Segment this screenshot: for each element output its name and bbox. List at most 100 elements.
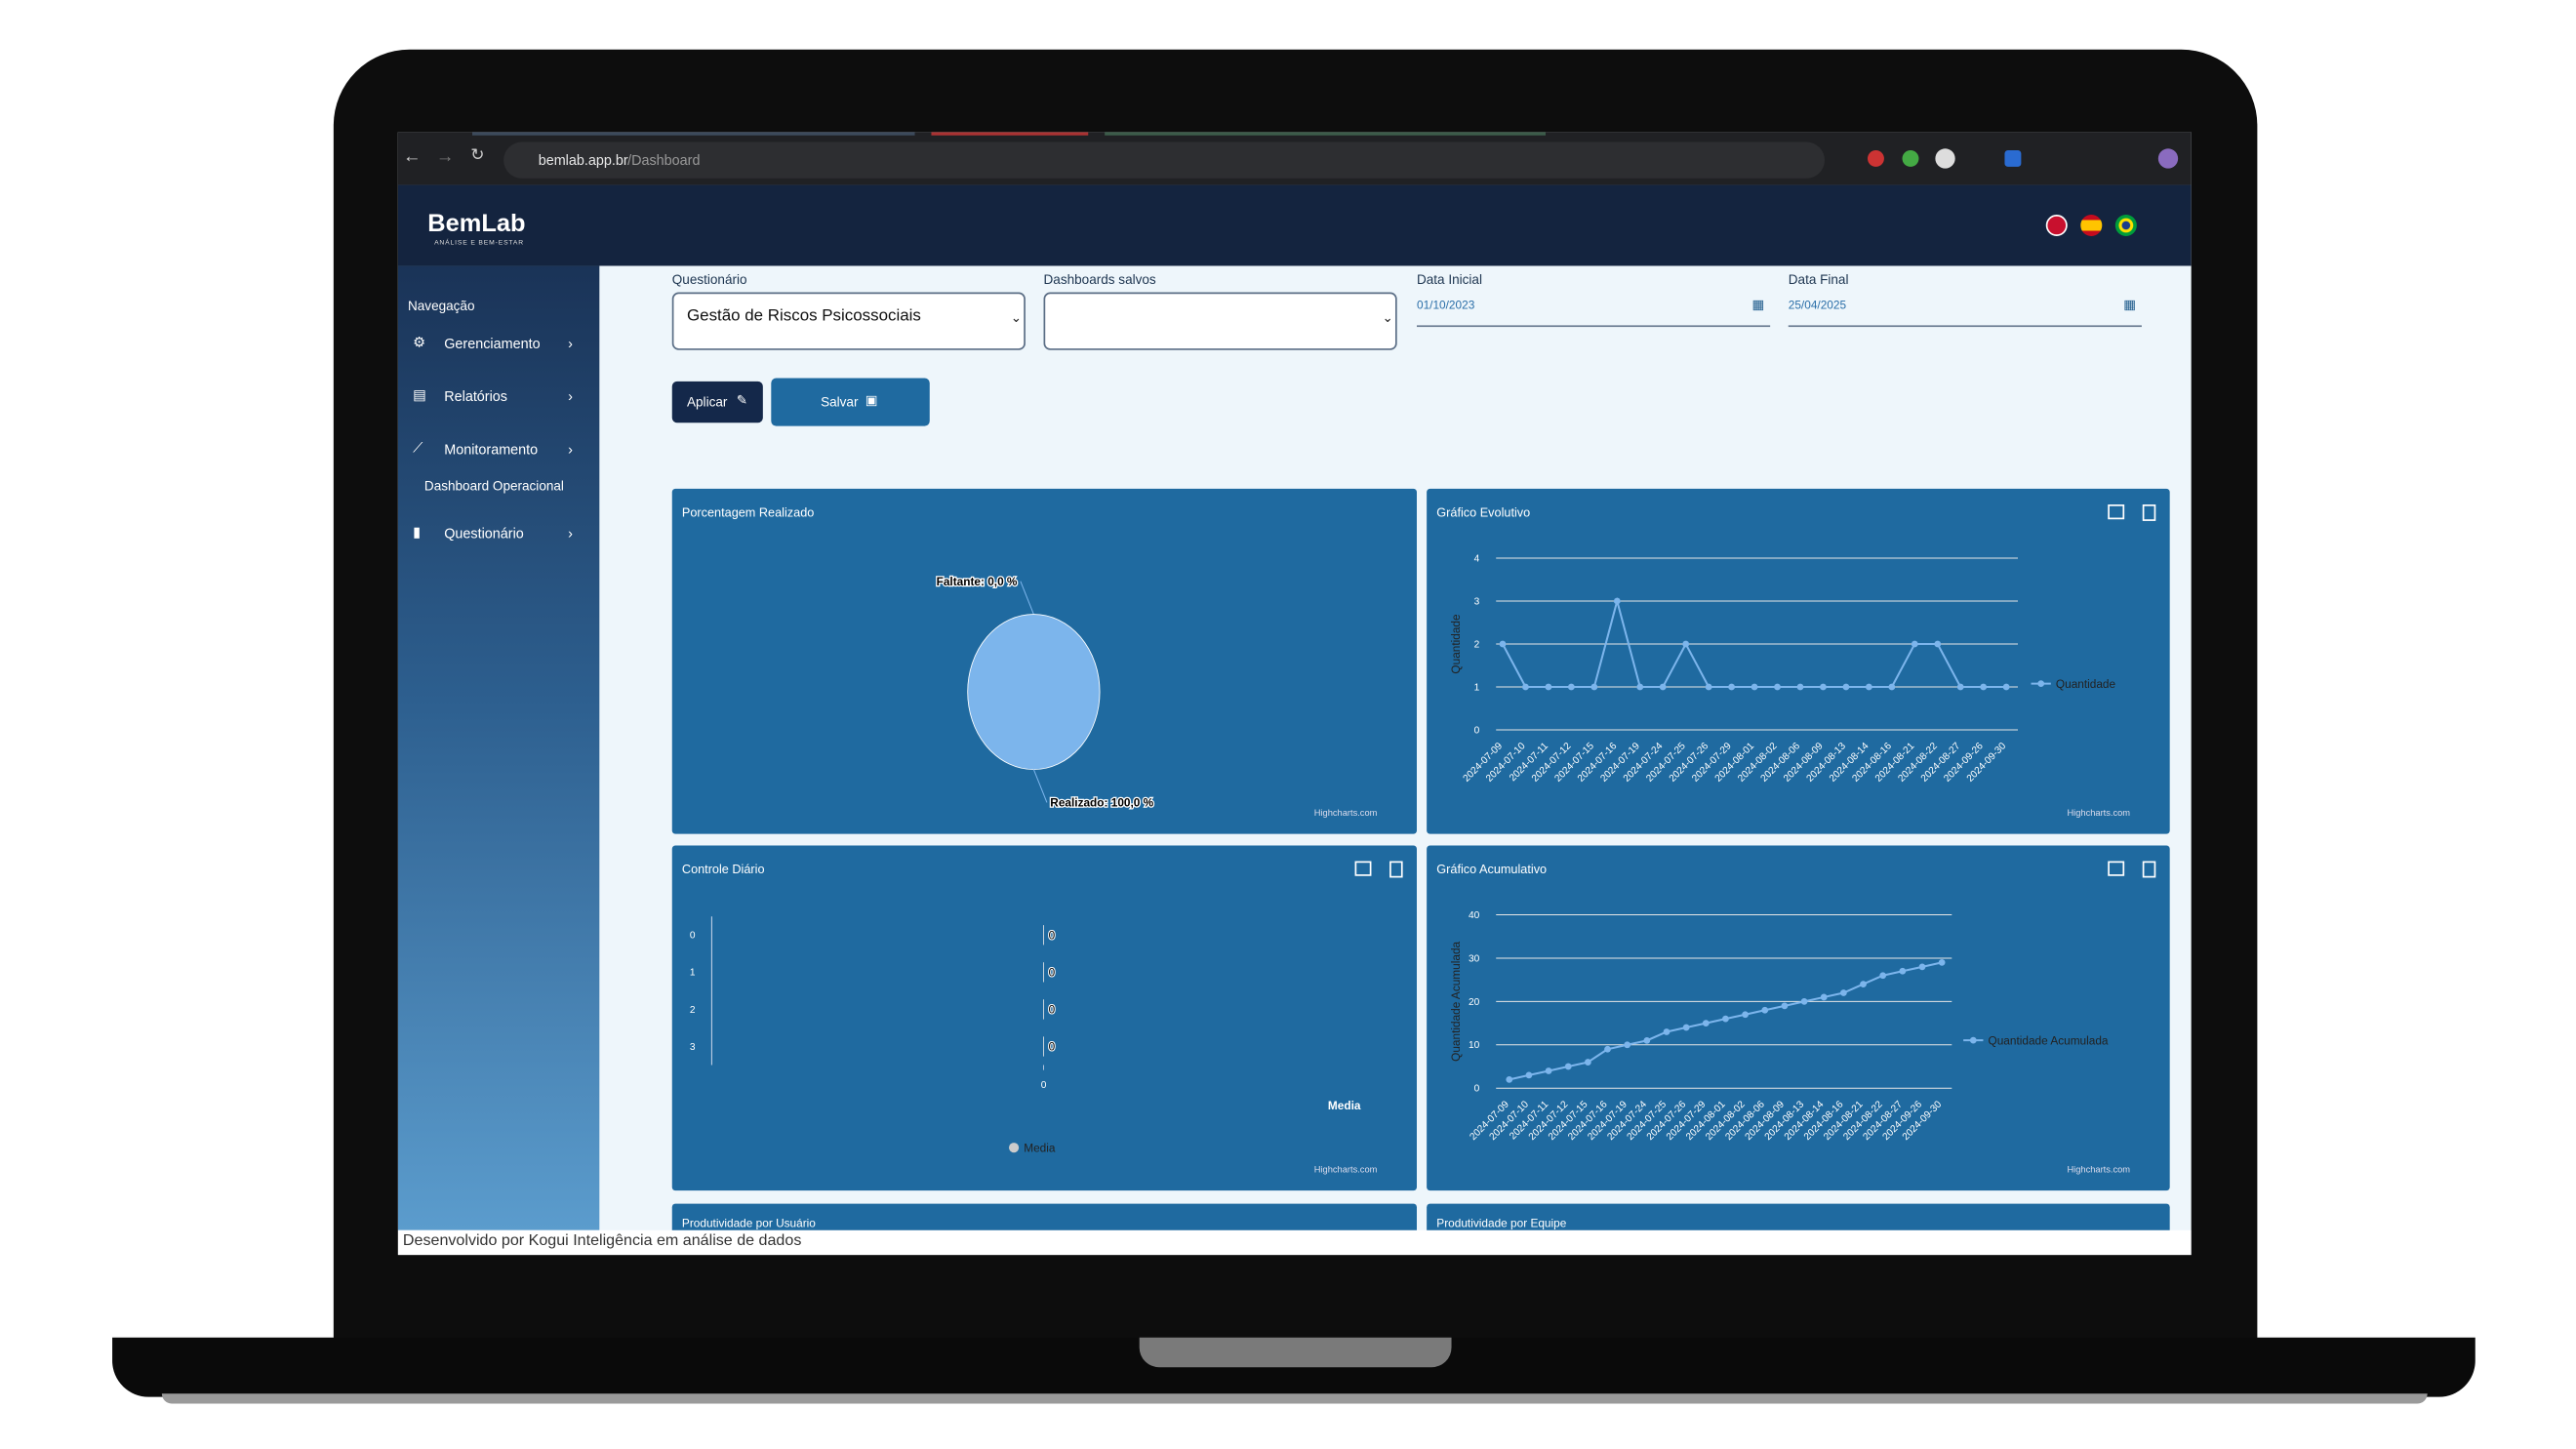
data-point: [1800, 997, 1808, 1005]
laptop-notch: [1139, 1337, 1452, 1368]
y-tick-label: 2: [690, 1005, 696, 1016]
label-connector: [1032, 769, 1048, 803]
profile-icon[interactable]: [2157, 148, 2179, 169]
data-point: [1522, 683, 1529, 691]
chart-credit: Highcharts.com: [2067, 808, 2130, 818]
questionario-select[interactable]: Gestão de Riscos Psicossociais ⌄: [671, 292, 1026, 350]
data-point: [1499, 640, 1507, 648]
logo[interactable]: BemLab: [427, 209, 526, 238]
data-point: [1842, 683, 1850, 691]
legend-symbol: [2037, 680, 2045, 687]
export-button[interactable]: [2142, 861, 2156, 878]
data-point: [1899, 967, 1907, 975]
data-point: [1956, 683, 1964, 691]
nav-item[interactable]: Questionário: [444, 525, 524, 543]
date-input[interactable]: 01/10/2023 ▦: [1416, 293, 1771, 328]
y-tick-label: 2: [1474, 639, 1480, 650]
button-label: Salvar: [821, 394, 859, 410]
export-button[interactable]: [2142, 503, 2156, 521]
calendar-icon[interactable]: ▦: [2123, 297, 2137, 312]
apply-button[interactable]: Aplicar ✎: [671, 381, 763, 423]
y-tick-label: 3: [1474, 596, 1480, 607]
date-input[interactable]: 25/04/2025 ▦: [1788, 293, 2142, 328]
legend-symbol: [1008, 1143, 1020, 1153]
data-point: [1545, 1067, 1552, 1074]
legend-label[interactable]: Media: [1024, 1141, 1056, 1154]
sidebar: Navegação ⚙ Gerenciamento › ▤ Relatórios…: [397, 265, 600, 1230]
tab-strip: [931, 132, 1089, 136]
y-tick-label: 0: [1474, 725, 1480, 736]
nav-subitem[interactable]: Dashboard Operacional: [423, 478, 564, 494]
chart-title: Porcentagem Realizado: [682, 506, 814, 520]
field-label: Dashboards salvos: [1043, 272, 1156, 288]
calendar-icon[interactable]: ▦: [1751, 297, 1765, 312]
data-point: [1682, 640, 1690, 648]
data-label: Realizado: 100,0 %: [1050, 796, 1153, 810]
flag-en[interactable]: [2045, 214, 2068, 236]
chart: Controle Diário Highcharts.com 0 1 2 3 0 Media 0…: [682, 861, 1403, 1175]
nav-icon: ⚙: [413, 333, 425, 350]
data-point: [1781, 1002, 1789, 1010]
nav-chevron[interactable]: ›: [568, 525, 573, 543]
data-point: [1774, 683, 1781, 691]
data-point: [1938, 959, 1946, 966]
address-bar[interactable]: bemlab.app.br /Dashboard: [503, 141, 1825, 179]
extension-icon[interactable]: [1935, 148, 1955, 169]
laptop-shadow: [161, 1393, 2428, 1404]
nav-chevron[interactable]: ›: [568, 335, 573, 352]
nav-item[interactable]: Monitoramento: [444, 440, 539, 458]
data-label: 0: [1049, 1040, 1056, 1054]
data-point: [1564, 1063, 1572, 1070]
chart-card: Gráfico Evolutivo Highcharts.com 0 1 2 3 4 Quan…: [1427, 488, 2170, 834]
flag-es[interactable]: [2080, 214, 2103, 236]
data-point: [1796, 683, 1804, 691]
data-point: [1624, 1041, 1631, 1049]
data-point: [1643, 1036, 1651, 1044]
data-point: [1820, 683, 1827, 691]
nav-chevron[interactable]: ›: [568, 440, 573, 458]
nav-item[interactable]: Gerenciamento: [444, 335, 541, 352]
extension-icon[interactable]: [2004, 149, 2022, 167]
legend-label[interactable]: Quantidade: [2056, 677, 2116, 691]
back-button[interactable]: ←: [402, 146, 422, 167]
flag-br[interactable]: [2114, 214, 2137, 236]
data-point: [2002, 683, 2010, 691]
chart-type-button[interactable]: [2108, 503, 2125, 520]
data-point: [1525, 1071, 1533, 1079]
y-tick-label: 10: [1469, 1040, 1480, 1051]
save-button[interactable]: Salvar ▣: [771, 378, 930, 426]
y-axis-title: Quantidade Acumulada: [1449, 941, 1463, 1061]
y-tick-label: 3: [690, 1042, 696, 1053]
nav-heading: Navegação: [407, 299, 475, 314]
chart-type-button[interactable]: [1354, 861, 1372, 876]
data-point: [1761, 1006, 1769, 1014]
data-point: [1839, 989, 1847, 996]
data-point: [1911, 640, 1918, 648]
export-button[interactable]: [1389, 861, 1403, 878]
x-tick-label: 0: [1041, 1080, 1047, 1091]
data-point: [1722, 1015, 1729, 1023]
dashboards-select[interactable]: ⌄: [1043, 292, 1397, 350]
data-point: [1888, 683, 1896, 691]
chart: Porcentagem Realizado Highcharts.com Falta…: [682, 506, 1378, 818]
chart-title: Gráfico Acumulativo: [1436, 863, 1547, 876]
data-point: [1567, 683, 1575, 691]
forward-button[interactable]: →: [435, 146, 455, 167]
data-point: [1506, 1075, 1513, 1083]
y-tick-label: 1: [690, 968, 696, 979]
date-value: 25/04/2025: [1788, 300, 1847, 312]
nav-item[interactable]: Relatórios: [444, 387, 508, 405]
select-caret: ⌄: [1010, 310, 1023, 326]
reload-button[interactable]: ↻: [470, 146, 485, 166]
chart-type-button[interactable]: [2108, 861, 2125, 876]
extension-icon[interactable]: [1902, 149, 1919, 167]
legend-label[interactable]: Quantidade Acumulada: [1989, 1033, 2109, 1047]
app-header: BemLab ANÁLISE E BEM-ESTAR: [397, 184, 2192, 266]
data-point: [1934, 640, 1942, 648]
panel-title: Produtividade por Equipe: [1436, 1218, 1567, 1230]
tab-strip: [1105, 132, 1546, 136]
nav-chevron[interactable]: ›: [568, 387, 573, 405]
data-label: 0: [1049, 966, 1056, 980]
url-host: bemlab.app.br: [538, 151, 628, 169]
extension-icon[interactable]: [1867, 149, 1884, 167]
